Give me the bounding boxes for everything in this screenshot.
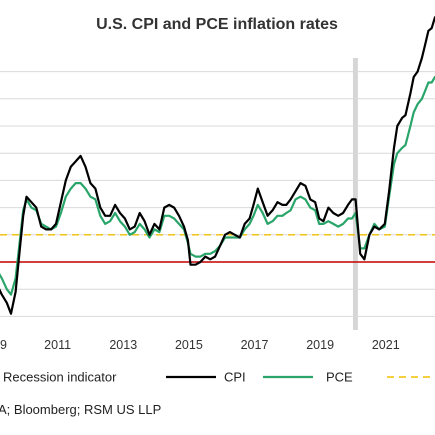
x-tick-label: 2011 — [44, 338, 71, 352]
x-tick-label: 2019 — [306, 338, 334, 352]
chart-title: U.S. CPI and PCE inflation rates — [96, 16, 338, 33]
x-tick-label: 9 — [0, 338, 7, 352]
x-tick-label: 2013 — [109, 338, 137, 352]
x-tick-label: 2021 — [372, 338, 400, 352]
series-line-cpi — [0, 16, 435, 315]
legend: Recession indicator CPI PCE — [3, 370, 435, 385]
legend-label-pce: PCE — [326, 370, 353, 385]
source-note: A; Bloomberg; RSM US LLP — [0, 402, 161, 417]
plot-area: 9 2011 2013 2015 2017 2019 2021 — [0, 16, 435, 352]
legend-label-cpi: CPI — [224, 370, 246, 385]
x-tick-label: 2015 — [175, 338, 203, 352]
recession-band-1 — [352, 58, 358, 330]
legend-label-recession: Recession indicator — [3, 370, 117, 385]
x-tick-label: 2017 — [241, 338, 269, 352]
